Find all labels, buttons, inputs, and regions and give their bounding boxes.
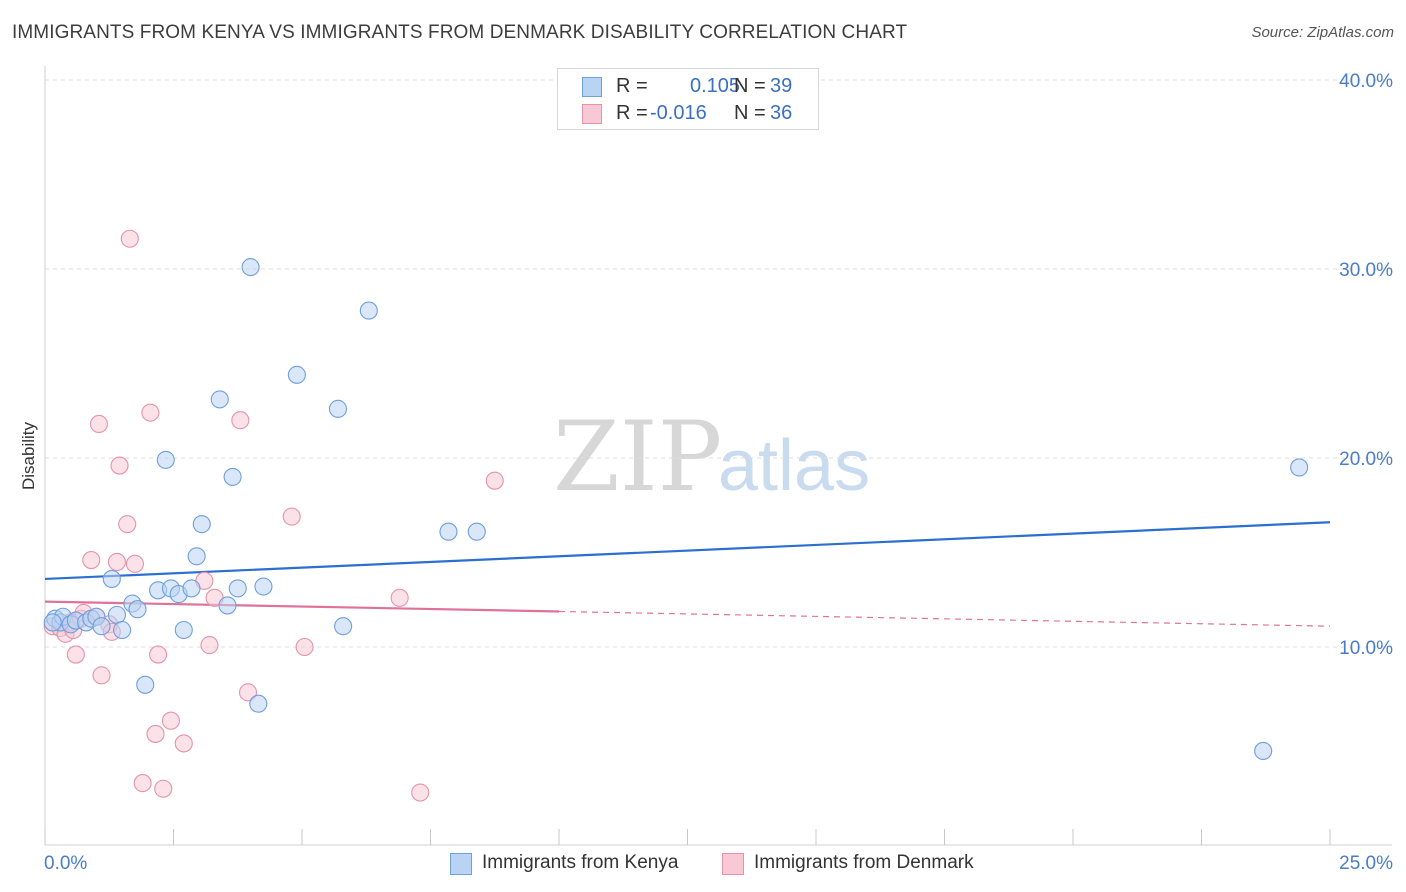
kenya-point [228, 579, 247, 598]
kenya-legend-swatch [450, 853, 472, 875]
watermark-zip: ZIP [553, 401, 722, 513]
kenya-point [92, 617, 111, 636]
denmark-point [146, 724, 165, 743]
n-value: 39 [770, 75, 793, 97]
kenya-point [467, 522, 486, 541]
denmark-point [120, 229, 139, 248]
denmark-point [231, 411, 250, 430]
denmark-point [174, 734, 193, 753]
kenya-point [359, 301, 378, 320]
kenya-point [223, 467, 242, 486]
kenya-point [328, 399, 348, 418]
kenya-point [241, 258, 260, 277]
denmark-point [141, 403, 160, 422]
axes [44, 66, 1392, 846]
y-tick-label: 40.0% [1339, 71, 1393, 92]
r-label: R = [616, 102, 648, 124]
denmark-legend-label: Immigrants from Denmark [754, 852, 974, 873]
kenya-point [249, 694, 268, 713]
data-points [43, 229, 1309, 802]
kenya-point [187, 547, 206, 566]
tick-labels: 10.0% 20.0% 30.0% 40.0% 0.0% 25.0% [44, 71, 1393, 874]
denmark-point [110, 456, 129, 475]
kenya-point [43, 613, 62, 632]
kenya-point [156, 450, 175, 469]
kenya-legend-label: Immigrants from Kenya [482, 852, 679, 873]
denmark-legend-swatch [722, 853, 744, 875]
denmark-point [200, 636, 219, 655]
denmark-point [390, 588, 409, 607]
denmark-point [149, 645, 168, 664]
n-label: N = [734, 102, 766, 124]
y-axis-label: Disability [19, 421, 38, 490]
trend-line-dashed [558, 610, 1331, 627]
kenya-point [128, 600, 147, 619]
kenya-point [439, 522, 458, 541]
denmark-point [89, 414, 109, 434]
kenya-point [192, 515, 211, 534]
x-tick-label: 0.0% [44, 853, 87, 874]
denmark-point [133, 774, 152, 793]
x-tick-label: 25.0% [1339, 853, 1393, 874]
kenya-point [1254, 741, 1273, 761]
trend-line-solid [44, 521, 1331, 581]
gridlines [45, 79, 1392, 648]
denmark-point [154, 779, 173, 798]
correlation-legend: R = 0.105 N = 39 R = -0.016 N = 36 [557, 68, 819, 130]
r-value: -0.016 [650, 102, 707, 124]
kenya-point [102, 569, 121, 589]
denmark-swatch [582, 104, 602, 124]
denmark-point [125, 554, 144, 573]
series-legend: Immigrants from Kenya Immigrants from De… [0, 852, 1406, 878]
denmark-point [161, 711, 180, 730]
n-value: 36 [770, 102, 793, 124]
denmark-point [238, 683, 258, 702]
r-label: R = [616, 75, 648, 97]
kenya-point [136, 675, 155, 694]
denmark-point [82, 551, 101, 570]
r-value: 0.105 [690, 75, 741, 97]
denmark-point [295, 637, 314, 657]
y-tick-label: 10.0% [1339, 638, 1393, 659]
kenya-swatch [582, 77, 602, 97]
trend-lines [44, 521, 1331, 627]
kenya-point [334, 617, 353, 636]
kenya-point [1290, 458, 1309, 477]
y-tick-label: 30.0% [1339, 260, 1393, 281]
kenya-point [210, 390, 229, 409]
denmark-point [411, 783, 430, 802]
denmark-point [92, 666, 111, 685]
watermark-atlas: atlas [718, 426, 870, 506]
denmark-point [66, 645, 85, 664]
kenya-point [254, 577, 273, 596]
n-label: N = [734, 75, 766, 97]
kenya-point [182, 579, 201, 598]
kenya-point [287, 365, 306, 384]
chart-title: IMMIGRANTS FROM KENYA VS IMMIGRANTS FROM… [12, 22, 908, 43]
watermark: ZIP atlas [553, 401, 870, 513]
y-tick-label: 20.0% [1339, 449, 1393, 470]
denmark-point [118, 515, 137, 534]
denmark-point [107, 552, 127, 572]
kenya-point [113, 620, 132, 640]
denmark-point [282, 507, 301, 526]
source-label: Source: ZipAtlas.com [1251, 24, 1394, 41]
kenya-point [218, 596, 237, 615]
kenya-point [107, 605, 127, 624]
kenya-point [174, 620, 193, 640]
denmark-point [485, 471, 504, 490]
